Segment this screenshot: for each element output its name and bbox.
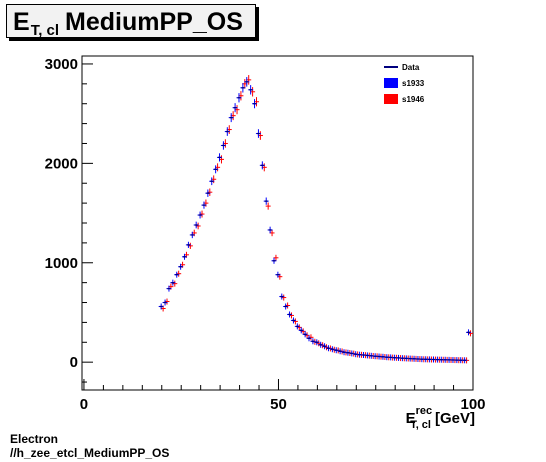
x-tick-label: 50 xyxy=(270,396,287,413)
legend-label: s1933 xyxy=(402,79,425,88)
x-axis-label-superscript: rec xyxy=(416,405,433,417)
title-rest: MediumPP_OS xyxy=(65,8,243,36)
series-data-overlay xyxy=(159,81,471,361)
series-s1946 xyxy=(160,75,473,364)
x-axis-label-unit: [GeV] xyxy=(435,410,475,427)
y-tick-label: 1000 xyxy=(45,255,78,272)
legend-label: s1946 xyxy=(402,95,425,104)
x-axis-label-main: E xyxy=(406,410,416,427)
legend-swatch-box xyxy=(384,94,398,104)
y-tick-label: 0 xyxy=(70,354,78,371)
footer-line-1: Electron xyxy=(10,432,59,446)
legend-label: Data xyxy=(402,63,420,72)
y-tick-label: 3000 xyxy=(45,56,78,73)
plot-frame xyxy=(81,55,474,391)
footer: Electron //h_zee_etcl_MediumPP_OS xyxy=(10,432,169,460)
data-marks xyxy=(158,75,473,364)
x-axis-label-subscript: T, cl xyxy=(410,419,431,430)
chart-title: ET, cl MediumPP_OS xyxy=(6,4,256,39)
legend-swatch-box xyxy=(384,78,398,88)
footer-line-2: //h_zee_etcl_MediumPP_OS xyxy=(10,446,170,460)
y-tick-label: 2000 xyxy=(45,155,78,172)
title-main: E xyxy=(13,8,30,36)
data-point xyxy=(265,202,271,210)
legend: Data s1933 s1946 xyxy=(384,63,425,104)
x-tick-label: 0 xyxy=(80,396,88,413)
x-tick-label: 100 xyxy=(460,396,485,413)
title-subscript: T, cl xyxy=(30,22,60,39)
series-s1933 xyxy=(158,77,472,364)
x-axis-label: Erec T, cl [GeV] xyxy=(406,405,475,430)
